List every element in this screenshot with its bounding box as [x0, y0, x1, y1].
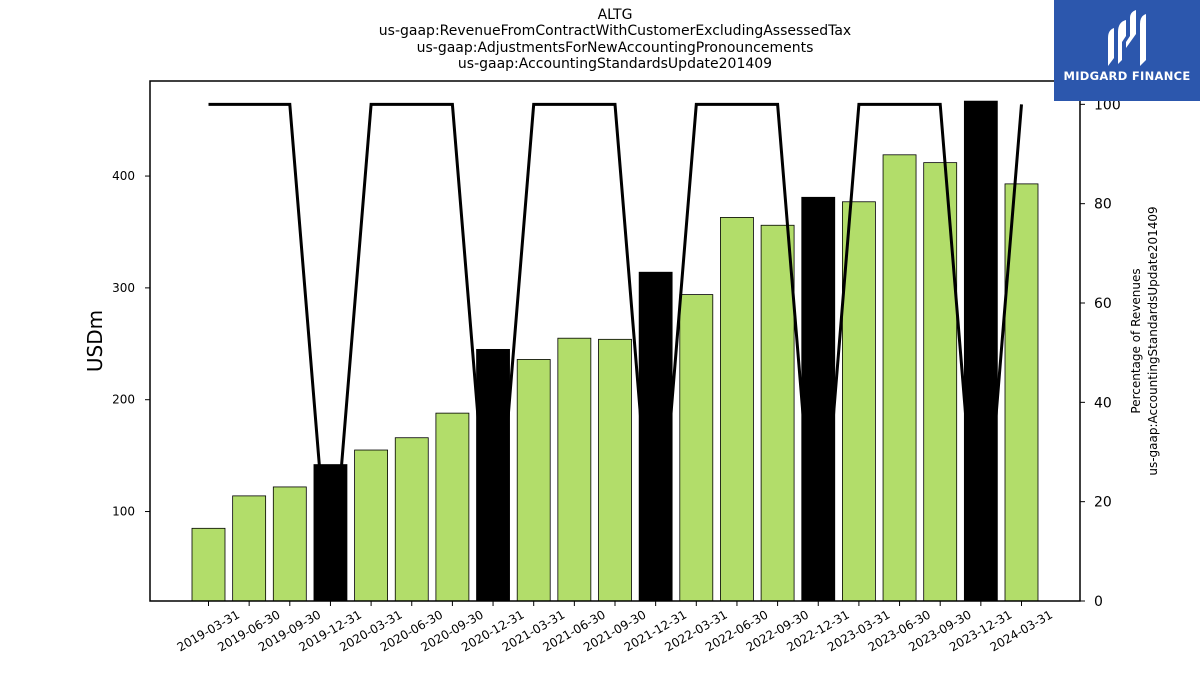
- y-axis-label: USDm: [83, 310, 107, 372]
- logo-text: MIDGARD FINANCE: [1063, 69, 1191, 83]
- bar-2021-09-30: [598, 338, 632, 602]
- left-axis-ticks: 100 200 300 400: [112, 169, 150, 519]
- left-tick-label: 200: [112, 393, 135, 407]
- x-axis-ticks: 2019-03-312019-06-302019-09-302019-12-31…: [175, 601, 1055, 654]
- bar-2022-09-30: [760, 224, 795, 602]
- chart-title: ALTG us-gaap:RevenueFromContractWithCust…: [150, 7, 1080, 73]
- bar-2020-03-31: [354, 449, 389, 602]
- title-line-4: us-gaap:AccountingStandardsUpdate201409: [457, 56, 773, 73]
- y2-axis-label-line-1: Percentage of Revenues: [1129, 268, 1143, 413]
- percentage-line: [208, 102, 1023, 602]
- bar-2019-06-30: [232, 495, 267, 602]
- bar-2022-03-31: [679, 294, 714, 602]
- right-tick-label: 40: [1094, 395, 1112, 411]
- bar-2022-06-30: [720, 217, 754, 602]
- right-tick-label: 20: [1094, 495, 1112, 511]
- bar-2023-06-30: [882, 154, 917, 602]
- right-tick-label: 80: [1094, 197, 1112, 213]
- line-series-layer: [208, 102, 1023, 602]
- right-tick-label: 100: [1094, 97, 1121, 113]
- title-line-2: us-gaap:RevenueFromContractWithCustomerE…: [378, 23, 852, 40]
- left-tick-label: 400: [112, 169, 135, 183]
- right-tick-label: 60: [1094, 296, 1112, 312]
- bar-2021-12-31: [638, 271, 673, 602]
- bar-2020-09-30: [435, 412, 470, 602]
- right-tick-label: 0: [1094, 594, 1103, 610]
- left-tick-label: 100: [112, 505, 135, 519]
- right-axis-ticks: 0 20 40 60 80 100: [1080, 97, 1121, 610]
- y2-axis-label-line-2: us-gaap:AccountingStandardsUpdate201409: [1146, 206, 1160, 475]
- bar-2020-06-30: [394, 437, 429, 602]
- left-tick-label: 300: [112, 281, 135, 295]
- bar-2021-03-31: [516, 359, 551, 602]
- midgard-logo-icon: [1108, 10, 1146, 66]
- bar-2022-12-31: [801, 196, 836, 602]
- bar-2019-03-31: [191, 527, 226, 602]
- title-line-1: ALTG: [597, 7, 633, 23]
- bar-2019-12-31: [313, 464, 348, 602]
- midgard-finance-logo: MIDGARD FINANCE: [1054, 0, 1200, 101]
- bar-2023-12-31: [963, 100, 998, 602]
- bar-2019-09-30: [272, 486, 307, 602]
- bar-2021-06-30: [557, 337, 592, 602]
- bar-series: [191, 100, 1039, 602]
- title-line-3: us-gaap:AdjustmentsForNewAccountingProno…: [416, 39, 814, 56]
- bar-2023-03-31: [842, 201, 876, 602]
